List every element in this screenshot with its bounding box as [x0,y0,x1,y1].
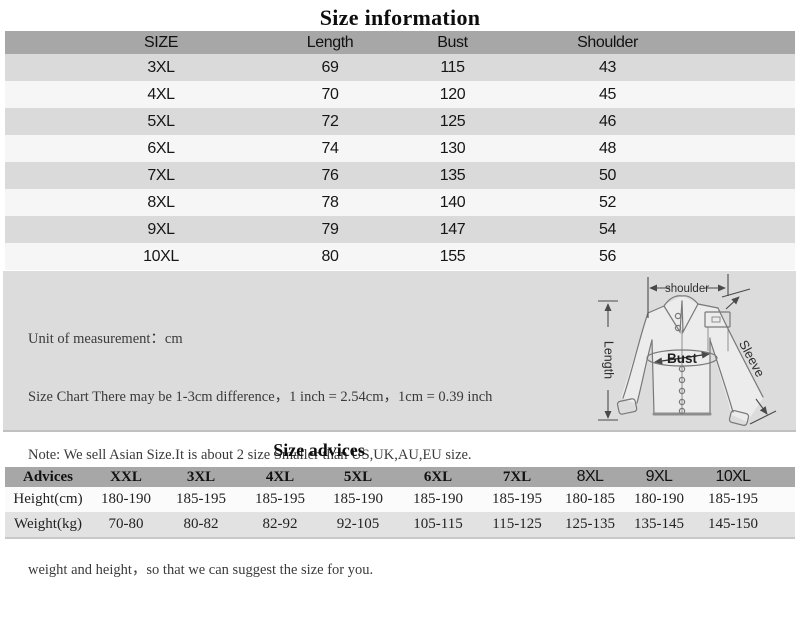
size-information-table: SIZE Length Bust Shoulder 3XL 69 115 43 … [5,31,795,270]
size-cell: 6XL [147,139,175,157]
bust-cell: 155 [439,247,466,265]
weight-cell: 82-92 [262,516,298,532]
bust-dimension-label: Bust [667,351,698,366]
table-row: 8XL 78 140 52 [5,189,795,216]
height-cell: 180-190 [634,491,684,507]
column-header-8xl: 8XL [576,468,604,485]
size-table-header-row: SIZE Length Bust Shoulder [5,31,795,54]
note-line: Size Chart There may be 1-3cm difference… [28,389,493,406]
column-header-9xl: 9XL [645,468,673,485]
column-header-bust: Bust [437,33,468,51]
size-cell: 8XL [147,193,175,211]
bust-cell: 120 [439,85,466,103]
length-cell: 76 [321,166,339,184]
column-header-5xl: 5XL [343,468,373,485]
column-header-7xl: 7XL [502,468,532,485]
height-cell: 185-190 [333,491,383,507]
length-dimension-label: Length [602,341,616,379]
note-line: Unit of measurement：cm [28,331,183,348]
column-header-length: Length [306,33,354,51]
table-row: 5XL 72 125 46 [5,108,795,135]
shoulder-dimension-label: shoulder [665,283,709,295]
size-cell: 9XL [147,220,175,238]
column-header-advices: Advices [23,468,73,485]
bust-cell: 140 [439,193,466,211]
column-header-3xl: 3XL [186,468,216,485]
column-header-10xl: 10XL [715,468,752,485]
length-cell: 79 [321,220,339,238]
weight-cell: 105-115 [413,516,463,532]
height-cell: 180-190 [101,491,151,507]
length-cell: 70 [321,85,339,103]
advices-header-row: Advices XXL 3XL 4XL 5XL 6XL 7XL 8XL 9XL … [5,467,795,487]
height-cell: 185-190 [413,491,463,507]
weight-cell: 92-105 [336,516,380,532]
weight-cell: 80-82 [183,516,219,532]
size-advices-table: Advices XXL 3XL 4XL 5XL 6XL 7XL 8XL 9XL … [5,467,795,537]
column-header-4xl: 4XL [265,468,295,485]
size-cell: 4XL [147,85,175,103]
length-cell: 78 [321,193,339,211]
table-row: 4XL 70 120 45 [5,81,795,108]
weight-row: Weight(kg) 70-80 80-82 82-92 92-105 105-… [5,512,795,537]
length-cell: 72 [321,112,339,130]
weight-cell: 70-80 [108,516,144,532]
column-header-6xl: 6XL [423,468,453,485]
shoulder-cell: 48 [599,139,616,157]
height-cell: 185-195 [255,491,305,507]
note-line: Note: We sell Asian Size.It is about 2 s… [28,446,472,463]
bust-cell: 125 [439,112,466,130]
weight-cell: 125-135 [565,516,615,532]
height-cell: 185-195 [492,491,542,507]
size-cell: 7XL [147,166,175,184]
table-row: 9XL 79 147 54 [5,216,795,243]
size-cell: 5XL [147,112,175,130]
row-label: Weight(kg) [14,516,82,532]
column-header-shoulder: Shoulder [577,33,638,51]
size-cell: 3XL [147,58,175,76]
shoulder-cell: 43 [599,58,616,76]
table-bottom-border [5,537,795,539]
column-header-size: SIZE [144,33,178,51]
height-row: Height(cm) 180-190 185-195 185-195 185-1… [5,487,795,512]
table-row: 10XL 80 155 56 [5,243,795,270]
shirt-measurement-diagram: shoulder Length Bust Sleeve [598,274,777,426]
length-cell: 69 [321,58,339,76]
shoulder-cell: 46 [599,112,616,130]
shoulder-cell: 56 [599,247,616,265]
weight-cell: 145-150 [708,516,758,532]
shoulder-cell: 54 [599,220,616,238]
table-row: 6XL 74 130 48 [5,135,795,162]
height-cell: 185-195 [176,491,226,507]
column-header-xxl: XXL [110,468,142,485]
table-row: 7XL 76 135 50 [5,162,795,189]
size-advices-title: Size advices [273,440,365,460]
table-row: 3XL 69 115 43 [5,54,795,81]
shirt-outline [616,295,764,426]
dimension-lines [598,274,777,425]
note-line: weight and height，so that we can suggest… [28,561,374,578]
row-label: Height(cm) [13,491,83,507]
shoulder-cell: 50 [599,166,616,184]
weight-cell: 135-145 [634,516,684,532]
weight-cell: 115-125 [492,516,542,532]
length-cell: 80 [321,247,339,265]
shoulder-cell: 45 [599,85,616,103]
page-title: Size information [319,5,481,30]
height-cell: 185-195 [708,491,758,507]
size-cell: 10XL [143,247,179,265]
bust-cell: 135 [439,166,466,184]
height-cell: 180-185 [565,491,615,507]
bust-cell: 147 [439,220,466,238]
shoulder-cell: 52 [599,193,616,211]
length-cell: 74 [321,139,339,157]
bust-cell: 130 [439,139,466,157]
bust-cell: 115 [440,58,465,76]
